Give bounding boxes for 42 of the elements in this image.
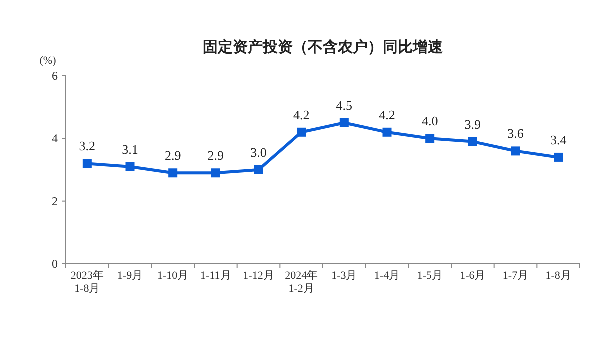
point (297, 128, 306, 137)
text: 3.1 (122, 142, 138, 157)
text: 3.6 (508, 126, 524, 142)
point (168, 168, 178, 178)
text: 3.4 (550, 132, 567, 148)
point (511, 146, 520, 156)
x-tick-label: 2023年 1-8月 (70, 270, 104, 295)
y-tick-label: 6 (52, 69, 58, 83)
x-tick-label: 1-5月 (417, 270, 443, 282)
x-tick-label: 1-7月 (502, 270, 529, 282)
point (382, 128, 392, 137)
text: 4.2 (379, 107, 396, 122)
x-tick-label: 1-11月 (200, 270, 232, 282)
text: 3.0 (250, 145, 267, 160)
x-tick-label: 1-10月 (157, 270, 189, 282)
text: 3.9 (464, 116, 482, 132)
point (211, 168, 220, 178)
point (126, 162, 135, 172)
point (554, 152, 564, 162)
x-tick-label: 1-12月 (243, 270, 274, 282)
x-tick-label: 2024年 1-2月 (285, 270, 318, 295)
text: 2.9 (208, 148, 224, 164)
chart-title: 固定资产投资（不含农户）同比增速 (203, 38, 444, 56)
text: 4.0 (422, 114, 438, 129)
y-axis-title: (%) (40, 55, 57, 67)
x-tick-label: 1-6月 (460, 270, 486, 282)
y-tick-label: 2 (52, 194, 58, 208)
point (468, 137, 478, 146)
point (426, 134, 435, 144)
text: 4.2 (293, 107, 310, 122)
text: 3.2 (79, 138, 96, 154)
y-tick-label: 0 (52, 257, 58, 271)
x-tick-label: 1-8月 (546, 270, 572, 282)
x-tick-label: 1-3月 (332, 270, 358, 282)
point (82, 159, 92, 168)
text: 4.5 (336, 98, 353, 113)
x-tick-label: 1-9月 (117, 270, 144, 282)
x-tick-label: 1-4月 (374, 270, 400, 282)
y-tick-label: 4 (52, 132, 58, 146)
text: 2.9 (164, 148, 182, 164)
point (340, 118, 349, 128)
point (254, 166, 264, 174)
